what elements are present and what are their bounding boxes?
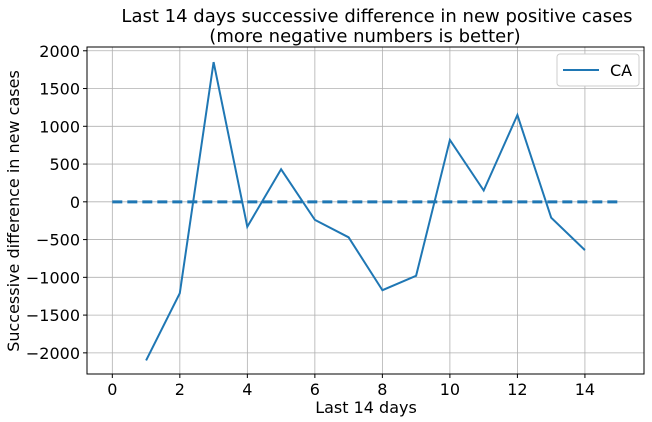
y-tick-label: 0 [70,193,80,212]
y-axis: −2000 −1500 −1000 −500 0 500 1000 1500 2000 [26,42,87,363]
y-tick-label: −2000 [26,344,80,363]
grid-lines [87,47,644,374]
x-tick-label: 2 [175,380,185,399]
chart-title: Last 14 days successive difference in ne… [121,6,632,27]
y-tick-label: −1000 [26,268,80,287]
x-tick-label: 8 [377,380,387,399]
y-tick-label: 1500 [39,80,80,99]
x-tick-label: 0 [107,380,117,399]
x-tick-label: 12 [507,380,527,399]
series-line-ca [145,61,586,361]
legend: CA [556,53,640,87]
x-axis-label: Last 14 days [315,398,417,417]
plot-frame [86,46,645,375]
chart-subtitle: (more negative numbers is better) [209,26,520,47]
y-tick-label: 2000 [39,42,80,61]
x-tick-label: 4 [242,380,252,399]
y-tick-label: −500 [36,231,80,250]
y-tick-label: 500 [49,155,80,174]
y-tick-label: −1500 [26,306,80,325]
x-tick-label: 10 [440,380,460,399]
y-tick-label: 1000 [39,117,80,136]
y-axis-label: Successive difference in new cases [4,70,23,352]
x-tick-label: 14 [575,380,595,399]
x-axis: 0 2 4 6 8 10 12 14 [107,374,595,399]
series-group [145,61,586,361]
legend-label-ca: CA [610,61,632,80]
x-tick-label: 6 [310,380,320,399]
